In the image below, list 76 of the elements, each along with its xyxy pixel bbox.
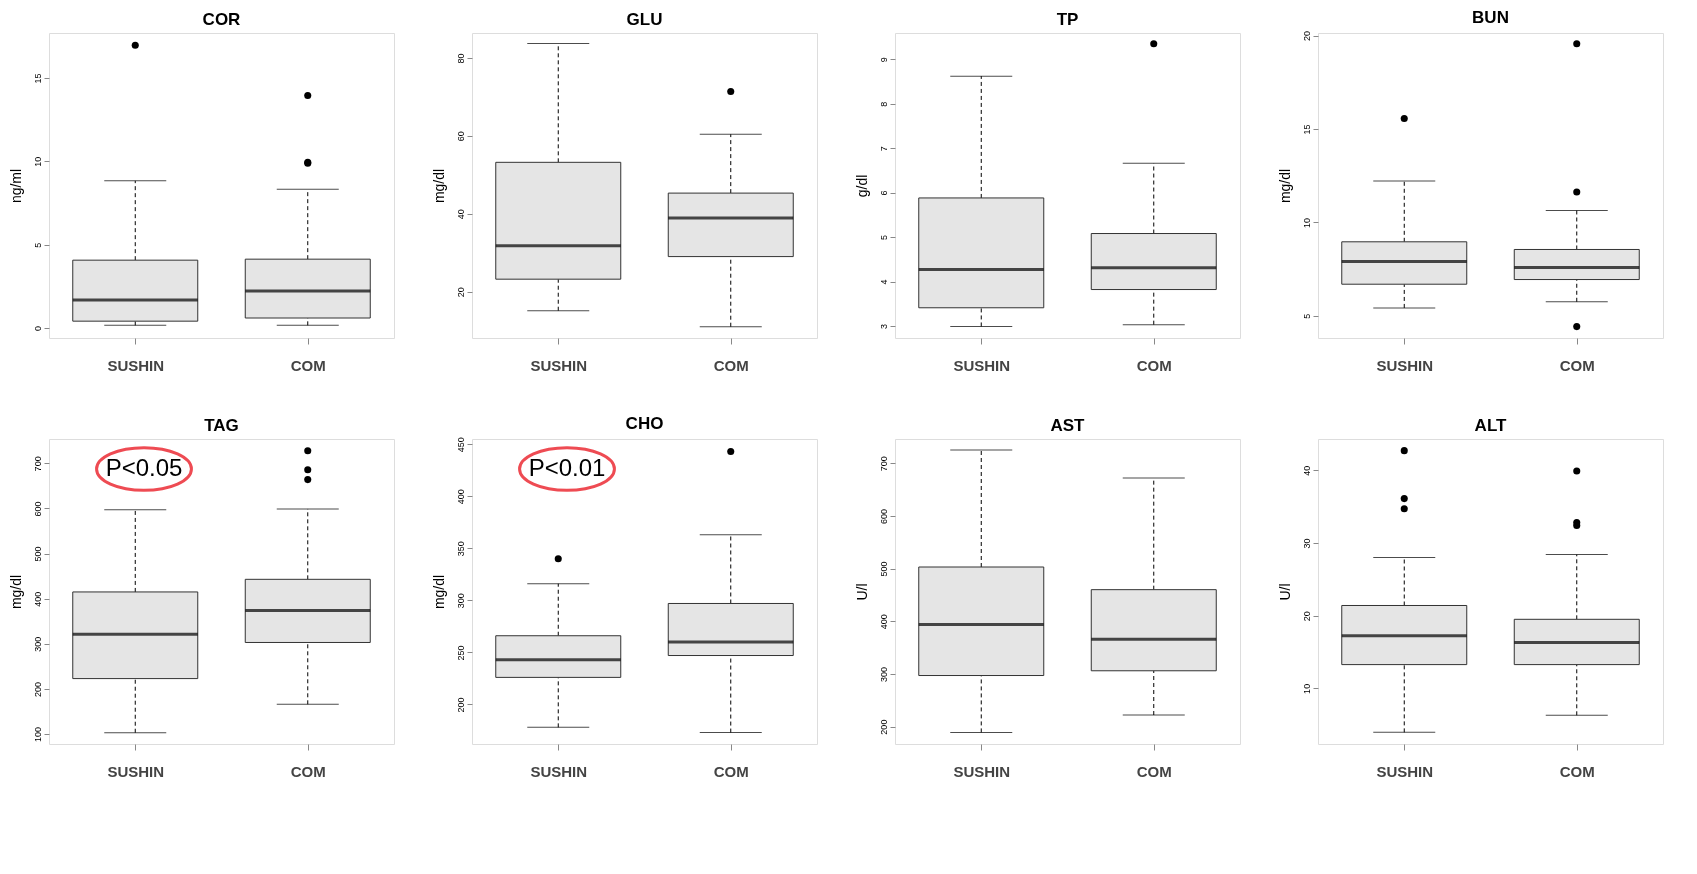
y-tick-label: 400 (32, 591, 43, 607)
y-tick-label: 700 (878, 456, 889, 472)
x-tick-label: SUSHIN (953, 356, 1011, 374)
y-axis-title: mg/dl (1276, 168, 1293, 204)
x-tick-label: SUSHIN (1376, 356, 1434, 374)
chart-title: CHO (625, 413, 664, 433)
annotation: P<0.05 (105, 454, 183, 481)
y-tick-label: 7 (878, 146, 889, 152)
y-axis-title: U/l (1276, 583, 1293, 601)
y-tick-label: 20 (455, 287, 466, 298)
y-tick-label: 300 (455, 593, 466, 609)
y-tick-label: 700 (32, 456, 43, 472)
y-tick-label: 30 (1301, 538, 1312, 549)
y-tick-label: 8 (878, 101, 889, 107)
x-tick-label: SUSHIN (107, 762, 165, 780)
y-tick-label: 0 (32, 325, 43, 332)
y-tick-label: 300 (878, 666, 889, 682)
y-tick-label: 15 (32, 73, 43, 84)
chart-title: BUN (1472, 7, 1509, 27)
x-tick-label: COM (290, 762, 326, 780)
y-axis-title: mg/dl (430, 168, 447, 204)
y-tick-label: 80 (455, 53, 466, 64)
x-tick-label: COM (290, 356, 326, 374)
y-tick-label: 4 (878, 279, 889, 285)
y-axis-title: ng/ml (7, 168, 24, 204)
x-tick-label: COM (713, 762, 749, 780)
x-tick-label: SUSHIN (953, 762, 1011, 780)
y-tick-label: 500 (32, 546, 43, 562)
chart-title: AST (1050, 416, 1086, 435)
y-axis-title: g/dl (853, 174, 870, 198)
y-tick-label: 600 (32, 501, 43, 517)
x-tick-label: COM (713, 356, 749, 374)
y-tick-label: 20 (1301, 31, 1312, 42)
y-tick-label: 250 (455, 645, 466, 661)
chart-title: GLU (626, 10, 663, 29)
y-tick-label: 600 (878, 508, 889, 524)
y-tick-label: 10 (1301, 683, 1312, 694)
y-tick-label: 300 (32, 636, 43, 652)
annotation: P<0.01 (528, 454, 606, 481)
y-tick-label: 40 (455, 209, 466, 220)
y-tick-label: 9 (878, 57, 889, 63)
x-tick-label: SUSHIN (530, 762, 588, 780)
y-tick-label: 6 (878, 190, 889, 196)
x-tick-label: SUSHIN (530, 356, 588, 374)
chart-title: ALT (1474, 416, 1507, 435)
y-tick-label: 40 (1301, 465, 1312, 476)
y-tick-label: 200 (455, 697, 466, 713)
y-tick-label: 450 (455, 437, 466, 453)
chart-title: COR (202, 10, 241, 29)
x-tick-label: COM (1559, 762, 1595, 780)
y-tick-label: 500 (878, 561, 889, 577)
y-tick-label: 5 (1301, 313, 1312, 319)
chart-title: TAG (204, 416, 239, 435)
y-tick-label: 3 (878, 323, 889, 329)
y-axis-title: U/l (853, 583, 870, 601)
y-tick-label: 10 (1301, 217, 1312, 228)
y-tick-label: 5 (878, 235, 889, 241)
y-tick-label: 100 (32, 727, 43, 743)
x-tick-label: SUSHIN (107, 356, 165, 374)
y-tick-label: 60 (455, 131, 466, 142)
y-tick-label: 5 (32, 242, 43, 248)
y-tick-label: 400 (878, 614, 889, 630)
y-tick-label: 400 (455, 489, 466, 505)
x-tick-label: SUSHIN (1376, 762, 1434, 780)
y-tick-label: 10 (32, 156, 43, 167)
x-tick-label: COM (1136, 356, 1172, 374)
y-axis-title: mg/dl (430, 574, 447, 610)
y-tick-label: 200 (32, 681, 43, 697)
y-tick-label: 15 (1301, 124, 1312, 135)
y-tick-label: 350 (455, 541, 466, 557)
chart-title: TP (1056, 10, 1079, 29)
y-tick-label: 20 (1301, 611, 1312, 622)
x-tick-label: COM (1559, 356, 1595, 374)
y-tick-label: 200 (878, 719, 889, 735)
x-tick-label: COM (1136, 762, 1172, 780)
y-axis-title: mg/dl (7, 574, 24, 610)
